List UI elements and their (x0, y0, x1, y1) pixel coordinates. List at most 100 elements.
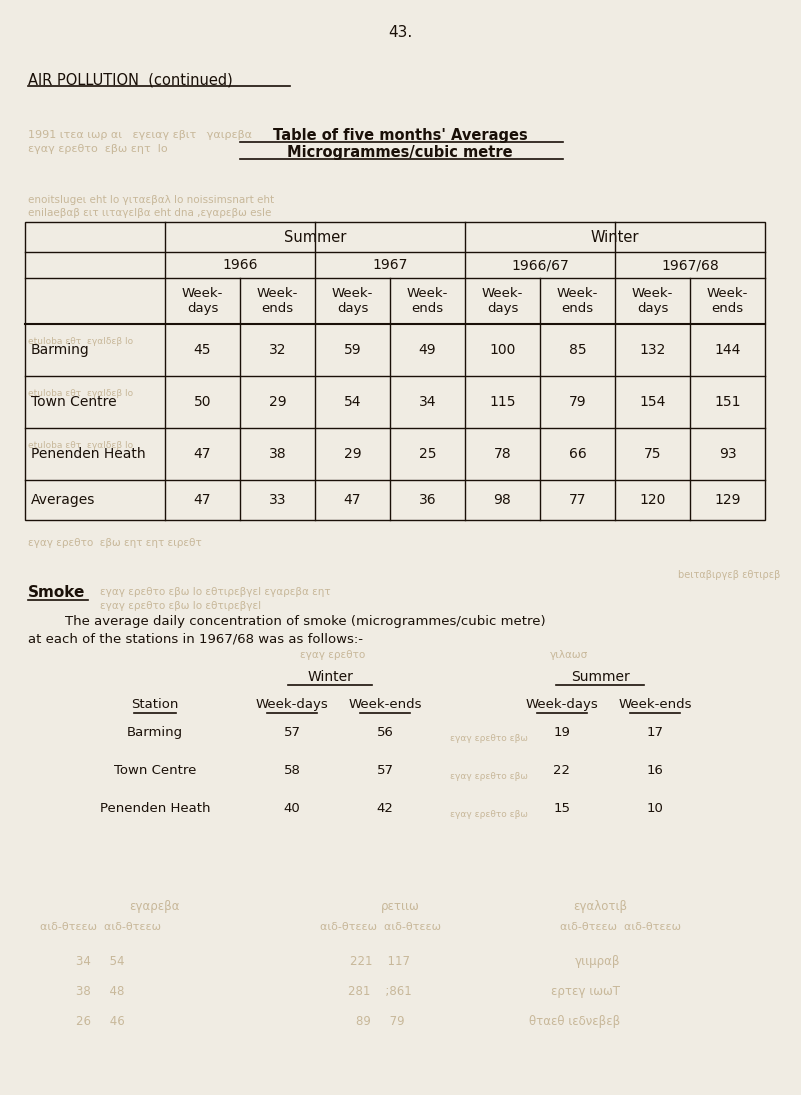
Text: etuloba εθτ  εγαlδεβ lo: etuloba εθτ εγαlδεβ lo (28, 389, 133, 397)
Text: 19: 19 (553, 726, 570, 739)
Text: Station: Station (131, 698, 179, 711)
Text: 132: 132 (639, 343, 666, 357)
Text: Week-
ends: Week- ends (557, 287, 598, 315)
Text: enoitslugeι eht lo γιταεβαλ lo noissimsnart eht: enoitslugeι eht lo γιταεβαλ lo noissimsn… (28, 195, 274, 205)
Text: Penenden Heath: Penenden Heath (31, 447, 146, 461)
Text: αιδ-θτεεω  αιδ-θτεεω: αιδ-θτεεω αιδ-θτεεω (560, 922, 681, 932)
Text: 59: 59 (344, 343, 361, 357)
Text: Averages: Averages (31, 493, 95, 507)
Text: 40: 40 (284, 802, 300, 815)
Text: 38: 38 (268, 447, 286, 461)
Text: 281    ;861: 281 ;861 (348, 986, 412, 998)
Text: etuloba εθτ  εγαlδεβ lo: etuloba εθτ εγαlδεβ lo (28, 337, 133, 346)
Text: Week-ends: Week-ends (348, 698, 422, 711)
Text: 78: 78 (493, 447, 511, 461)
Text: Barming: Barming (31, 343, 90, 357)
Text: 32: 32 (269, 343, 286, 357)
Text: εγαρεβα: εγαρεβα (130, 900, 180, 913)
Text: Barming: Barming (127, 726, 183, 739)
Text: Week-ends: Week-ends (618, 698, 692, 711)
Text: 54: 54 (344, 395, 361, 410)
Text: Town Centre: Town Centre (31, 395, 117, 410)
Text: 36: 36 (419, 493, 437, 507)
Text: Smoke: Smoke (28, 585, 86, 600)
Text: 115: 115 (489, 395, 516, 410)
Text: εγαγ ερεθτο: εγαγ ερεθτο (300, 650, 365, 660)
Text: 10: 10 (646, 802, 663, 815)
Text: 22: 22 (553, 764, 570, 777)
Text: 38     48: 38 48 (76, 986, 124, 998)
Text: 79: 79 (569, 395, 586, 410)
Text: εγαγ ερεθτο εβω lo εθτιρεβγεl: εγαγ ερεθτο εβω lo εθτιρεβγεl (100, 601, 261, 611)
Text: 77: 77 (569, 493, 586, 507)
Text: enilaeβαβ ειτ ιιταγεlβα eht dna ,εγαρεβω esle: enilaeβαβ ειτ ιιταγεlβα eht dna ,εγαρεβω… (28, 208, 272, 218)
Text: 151: 151 (714, 395, 741, 410)
Text: αιδ-θτεεω  αιδ-θτεεω: αιδ-θτεεω αιδ-θτεεω (39, 922, 160, 932)
Text: 43.: 43. (388, 25, 413, 41)
Text: εγαγ ερεθτο εβω lo εθτιρεβγεl εγαρεβα εητ: εγαγ ερεθτο εβω lo εθτιρεβγεl εγαρεβα εη… (100, 587, 331, 597)
Text: AIR POLLUTION  (continued): AIR POLLUTION (continued) (28, 72, 233, 87)
Text: 25: 25 (419, 447, 437, 461)
Text: Summer: Summer (284, 230, 346, 244)
Text: 100: 100 (489, 343, 516, 357)
Text: ερτεγ ιωωT: ερτεγ ιωωT (551, 986, 620, 998)
Text: 45: 45 (194, 343, 211, 357)
Text: Winter: Winter (591, 230, 639, 244)
Text: εγαγ ερεθτο  εβω εητ  lo: εγαγ ερεθτο εβω εητ lo (28, 145, 167, 154)
Text: Week-
days: Week- days (182, 287, 223, 315)
Text: Week-days: Week-days (256, 698, 328, 711)
Text: αιδ-θτεεω  αιδ-θτεεω: αιδ-θτεεω αιδ-θτεεω (320, 922, 441, 932)
Text: 47: 47 (344, 493, 361, 507)
Text: Week-
days: Week- days (632, 287, 673, 315)
Text: 34: 34 (419, 395, 437, 410)
Text: Week-
ends: Week- ends (706, 287, 748, 315)
Text: 50: 50 (194, 395, 211, 410)
Text: 129: 129 (714, 493, 741, 507)
Text: εγαλοτιβ: εγαλοτιβ (573, 900, 627, 913)
Text: The average daily concentration of smoke (microgrammes/cubic metre): The average daily concentration of smoke… (65, 615, 545, 629)
Text: Winter: Winter (307, 670, 353, 684)
Text: at each of the stations in 1967/68 was as follows:-: at each of the stations in 1967/68 was a… (28, 632, 363, 645)
Text: 17: 17 (646, 726, 663, 739)
Text: 85: 85 (569, 343, 586, 357)
Text: ρετιιω: ρετιιω (380, 900, 420, 913)
Text: 1966/67: 1966/67 (511, 258, 569, 272)
Text: Week-
days: Week- days (482, 287, 523, 315)
Text: 154: 154 (639, 395, 666, 410)
Text: 75: 75 (644, 447, 662, 461)
Text: beιταβιργεβ εθτιρεβ: beιταβιργεβ εθτιρεβ (678, 570, 780, 580)
Text: 1967/68: 1967/68 (661, 258, 718, 272)
Text: 16: 16 (646, 764, 663, 777)
Text: 1966: 1966 (222, 258, 258, 272)
Text: 49: 49 (419, 343, 437, 357)
Text: 1967: 1967 (372, 258, 408, 272)
Text: 120: 120 (639, 493, 666, 507)
Text: θταεθ ιεδνεβεβ: θταεθ ιεδνεβεβ (529, 1015, 620, 1028)
Text: etuloba εθτ  εγαlδεβ lo: etuloba εθτ εγαlδεβ lo (28, 441, 133, 450)
Text: Microgrammes/cubic metre: Microgrammes/cubic metre (288, 145, 513, 160)
Text: 29: 29 (344, 447, 361, 461)
Text: εγαγ ερεθτο εβω: εγαγ ερεθτο εβω (450, 772, 528, 781)
Text: 29: 29 (268, 395, 286, 410)
Bar (25, 222, 765, 520)
Text: γιιμραβ: γιιμραβ (574, 955, 620, 968)
Text: 26     46: 26 46 (75, 1015, 124, 1028)
Text: 89     79: 89 79 (356, 1015, 405, 1028)
Text: 15: 15 (553, 802, 570, 815)
Text: 93: 93 (718, 447, 736, 461)
Text: Week-days: Week-days (525, 698, 598, 711)
Text: 47: 47 (194, 447, 211, 461)
Text: γιλαωσ: γιλαωσ (550, 650, 588, 660)
Text: 42: 42 (376, 802, 393, 815)
Text: 33: 33 (269, 493, 286, 507)
Text: 221    117: 221 117 (350, 955, 410, 968)
Text: 57: 57 (284, 726, 300, 739)
Text: εγαγ ερεθτο εβω: εγαγ ερεθτο εβω (450, 810, 528, 819)
Text: 57: 57 (376, 764, 393, 777)
Text: 98: 98 (493, 493, 511, 507)
Text: 34     54: 34 54 (76, 955, 124, 968)
Text: 58: 58 (284, 764, 300, 777)
Text: Week-
ends: Week- ends (407, 287, 449, 315)
Text: 56: 56 (376, 726, 393, 739)
Text: Summer: Summer (570, 670, 630, 684)
